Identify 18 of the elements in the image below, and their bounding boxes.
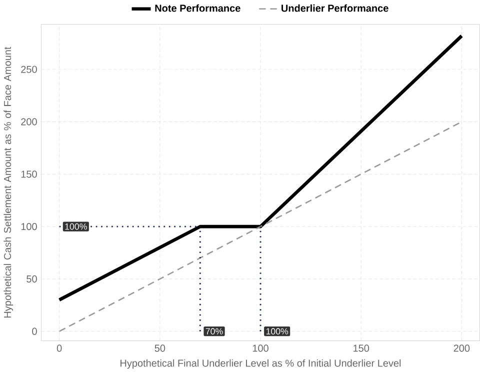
legend-label: Note Performance (155, 4, 240, 12)
x-tick-label: 50 (154, 344, 166, 352)
y-tick-label: 100 (21, 222, 37, 230)
y-tick-label: 200 (21, 118, 37, 126)
y-tick-label: 50 (26, 275, 37, 282)
y-tick-label: 150 (21, 170, 37, 178)
annotation: 70% (206, 328, 223, 334)
x-tick-label: 200 (454, 344, 470, 352)
x-axis-title: Hypothetical Final Underlier Level as % of Initial Underlier Level (120, 359, 401, 369)
y-tick-label: 0 (32, 328, 37, 335)
annotation: 100% (65, 223, 87, 230)
y-axis-title: Hypothetical Cash Settlement Amount as % of Face Amount (4, 46, 14, 318)
x-tick-label: 0 (56, 344, 62, 352)
legend-label: Underlier Performance (282, 4, 388, 12)
y-tick-label: 250 (21, 66, 37, 73)
annotation: 100% (266, 328, 288, 334)
x-tick-label: 100 (252, 344, 268, 352)
x-tick-label: 150 (354, 344, 370, 352)
